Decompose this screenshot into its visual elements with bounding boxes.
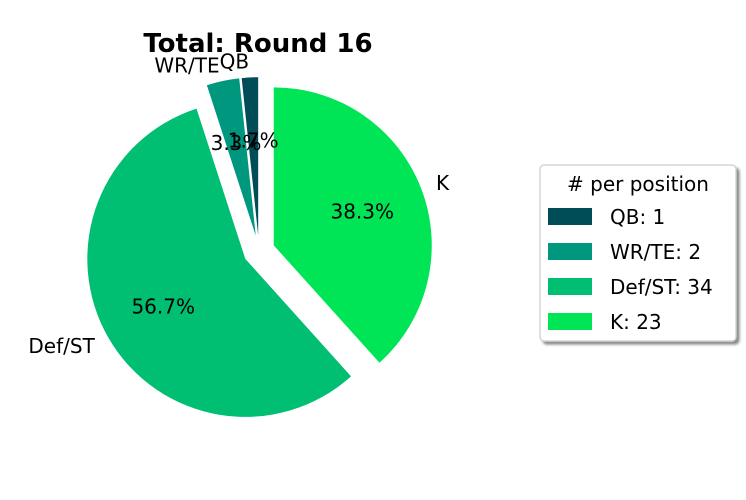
pie-slice-wr-te (206, 78, 256, 236)
legend-swatch (548, 243, 592, 260)
legend: # per position QB: 1 WR/TE: 2 Def/ST: 34 K:… (539, 164, 737, 342)
pie-slice-qb (241, 77, 259, 236)
pie-slice-k (273, 87, 432, 363)
slice-label: Def/ST (28, 334, 95, 358)
legend-swatch (548, 208, 592, 225)
legend-swatch (548, 278, 592, 295)
pie-slice-def-st (87, 108, 352, 417)
percent-label: 38.3% (330, 199, 394, 223)
percent-label: 1.7% (228, 129, 279, 153)
percent-labels: 1.7%3.3% 56.7% 38.3% (131, 129, 394, 319)
legend-entry: QB: 1 (610, 205, 665, 229)
legend-entry: K: 23 (610, 310, 662, 334)
legend-swatch (548, 313, 592, 330)
legend-entry: WR/TE: 2 (610, 240, 701, 264)
legend-items: QB: 1 WR/TE: 2 Def/ST: 34 K: 23 (548, 205, 713, 334)
percent-label: 3.3% (211, 131, 262, 155)
legend-entry: Def/ST: 34 (610, 275, 713, 299)
slice-label: K (436, 171, 450, 195)
slice-label: QB (220, 50, 249, 74)
slice-label: WR/TE (154, 54, 219, 78)
percent-label: 56.7% (131, 294, 195, 318)
chart-title: Total: Round 16 (143, 29, 372, 59)
legend-title: # per position (567, 172, 709, 196)
pie-slices (87, 77, 432, 417)
